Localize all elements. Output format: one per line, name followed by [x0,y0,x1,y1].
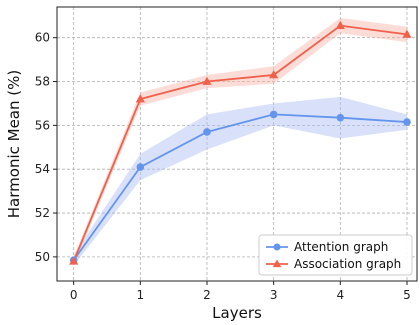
legend-box [258,234,413,276]
legend-marker-attention-graph [273,243,281,251]
attention-graph-line [72,113,408,261]
x-tick-label: 2 [203,288,211,302]
y-tick-label: 60 [35,31,50,45]
y-tick-label: 58 [35,75,50,89]
y-tick-label: 56 [35,118,50,132]
attention-graph-point [336,113,345,122]
x-tick-label: 3 [270,288,278,302]
legend-label-association-graph: Association graph [294,257,401,271]
y-tick-label: 52 [35,206,50,220]
association-graph-point [202,76,212,85]
attention-graph-band [73,96,408,266]
attention-graph-point [136,163,145,171]
plot-frame [56,6,418,282]
x-tick-label: 1 [137,288,145,302]
association-graph-point [402,29,412,38]
association-graph-point [269,70,279,79]
series-markers [69,20,412,265]
y-axis-label: Harmonic Mean (%) [5,70,23,218]
legend-marker-association-graph [272,259,282,268]
y-tick-label: 50 [35,250,50,264]
axis-ticks: 0 1 2 3 4 5 50 52 54 56 58 60 [35,31,411,302]
x-axis-label: Layers [212,304,262,322]
attention-graph-point [269,110,278,119]
x-tick-label: 0 [70,288,78,302]
attention-graph-point [203,128,211,136]
legend-label-attention-graph: Attention graph [294,240,388,254]
association-graph-point [69,256,79,265]
x-tick-label: 5 [403,288,411,302]
series-lines [72,24,408,262]
y-tick-label: 54 [35,162,50,176]
confidence-bands [73,17,408,266]
legend: Attention graph Association graph [258,234,413,276]
grid [57,7,417,281]
attention-graph-point [403,118,411,126]
association-graph-point [135,94,145,103]
association-graph-line [72,24,408,262]
x-tick-label: 4 [337,288,345,302]
association-graph-point [335,20,345,29]
